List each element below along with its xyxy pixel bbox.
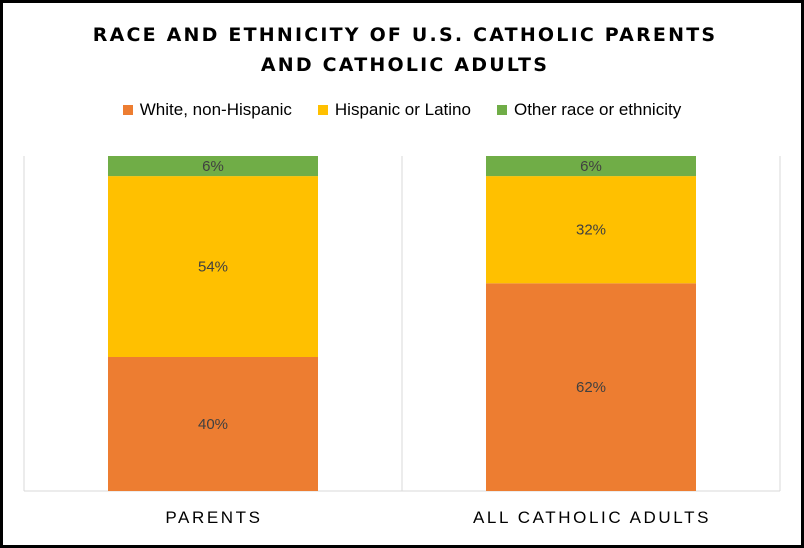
category-label-parents: PARENTS [165,508,263,527]
chart-title-line-2: AND CATHOLIC ADULTS [260,54,550,76]
data-label: 62% [576,379,606,396]
data-label: 32% [576,222,606,239]
bar-segment [486,176,696,284]
legend-swatch-other-race [496,105,507,115]
bar-segment [108,357,318,491]
legend-label-hispanic-or-latino: Hispanic or Latino [334,100,471,119]
bar-segment [108,176,318,357]
category-label-all-catholic-adults: ALL CATHOLIC ADULTS [472,508,712,527]
bar-segment [486,283,696,491]
legend-item-white-non-hispanic: White, non-Hispanic [122,100,292,120]
chart-title-line-1: RACE AND ETHNICITY OF U.S. CATHOLIC PARE… [92,24,718,46]
bar-segment [486,156,696,177]
chart-legend: White, non-Hispanic Hispanic or Latino O… [0,100,804,120]
legend-swatch-hispanic-or-latino [317,105,328,115]
legend-label-other-race: Other race or ethnicity [513,100,682,119]
data-label: 54% [198,259,228,276]
legend-swatch-white-non-hispanic [122,105,133,115]
legend-item-hispanic-or-latino: Hispanic or Latino [317,100,471,120]
bar-segment [108,156,318,177]
data-label: 6% [580,158,602,175]
legend-item-other-race: Other race or ethnicity [496,100,682,120]
legend-label-white-non-hispanic: White, non-Hispanic [139,100,292,119]
data-label: 6% [202,158,224,175]
data-label: 40% [198,416,228,433]
